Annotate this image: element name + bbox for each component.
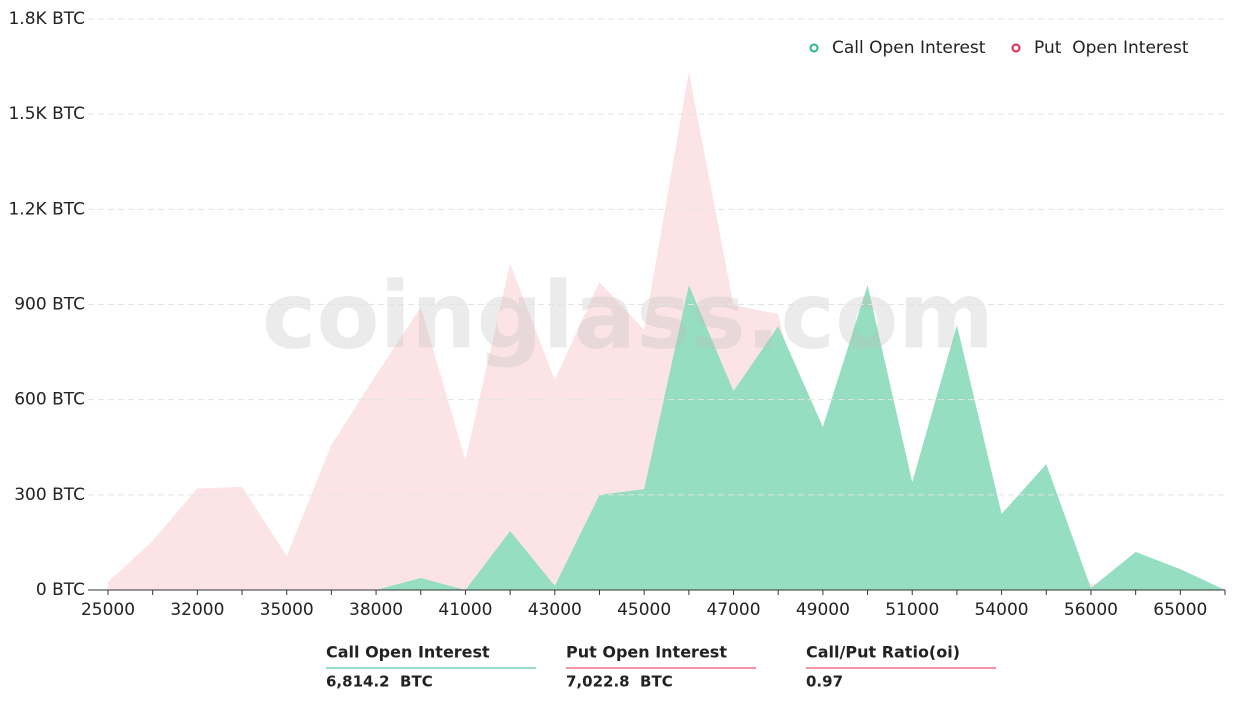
summary-label: Call Open Interest xyxy=(326,643,490,662)
x-tick-label: 41000 xyxy=(438,600,492,620)
y-tick-label: 600 BTC xyxy=(14,390,85,410)
x-tick-label: 54000 xyxy=(975,600,1029,620)
legend-marker xyxy=(1011,43,1021,53)
summary-value: 7,022.8 BTC xyxy=(566,673,673,691)
summary-value: 0.97 xyxy=(806,673,843,691)
x-tick-label: 38000 xyxy=(349,600,403,620)
x-tick-label: 35000 xyxy=(260,600,314,620)
x-tick-label: 49000 xyxy=(796,600,850,620)
y-tick-label: 1.5K BTC xyxy=(8,104,85,124)
area xyxy=(108,71,1225,590)
x-tick-label: 45000 xyxy=(617,600,671,620)
x-tick-label: 43000 xyxy=(528,600,582,620)
summary-label: Put Open Interest xyxy=(566,643,727,662)
legend-marker xyxy=(809,43,819,53)
y-tick-label: 1.8K BTC xyxy=(8,9,85,29)
legend-label: Put Open Interest xyxy=(1034,38,1189,58)
x-tick-label: 47000 xyxy=(706,600,760,620)
y-tick-label: 900 BTC xyxy=(14,295,85,315)
x-tick-label: 56000 xyxy=(1064,600,1118,620)
legend-item: Put Open Interest xyxy=(1011,38,1189,58)
legend-item: Call Open Interest xyxy=(809,38,986,58)
x-tick-label: 25000 xyxy=(81,600,135,620)
area xyxy=(108,285,1225,590)
y-tick-label: 0 BTC xyxy=(36,580,85,600)
x-tick-label: 51000 xyxy=(885,600,939,620)
legend-label: Call Open Interest xyxy=(832,38,986,58)
summary-value: 6,814.2 BTC xyxy=(326,673,433,691)
x-tick-label: 65000 xyxy=(1153,600,1207,620)
watermark: coinglass.com xyxy=(262,262,994,369)
x-tick-label: 32000 xyxy=(170,600,224,620)
summary-label: Call/Put Ratio(oi) xyxy=(806,643,960,662)
y-tick-label: 1.2K BTC xyxy=(8,199,85,219)
y-tick-label: 300 BTC xyxy=(14,485,85,505)
